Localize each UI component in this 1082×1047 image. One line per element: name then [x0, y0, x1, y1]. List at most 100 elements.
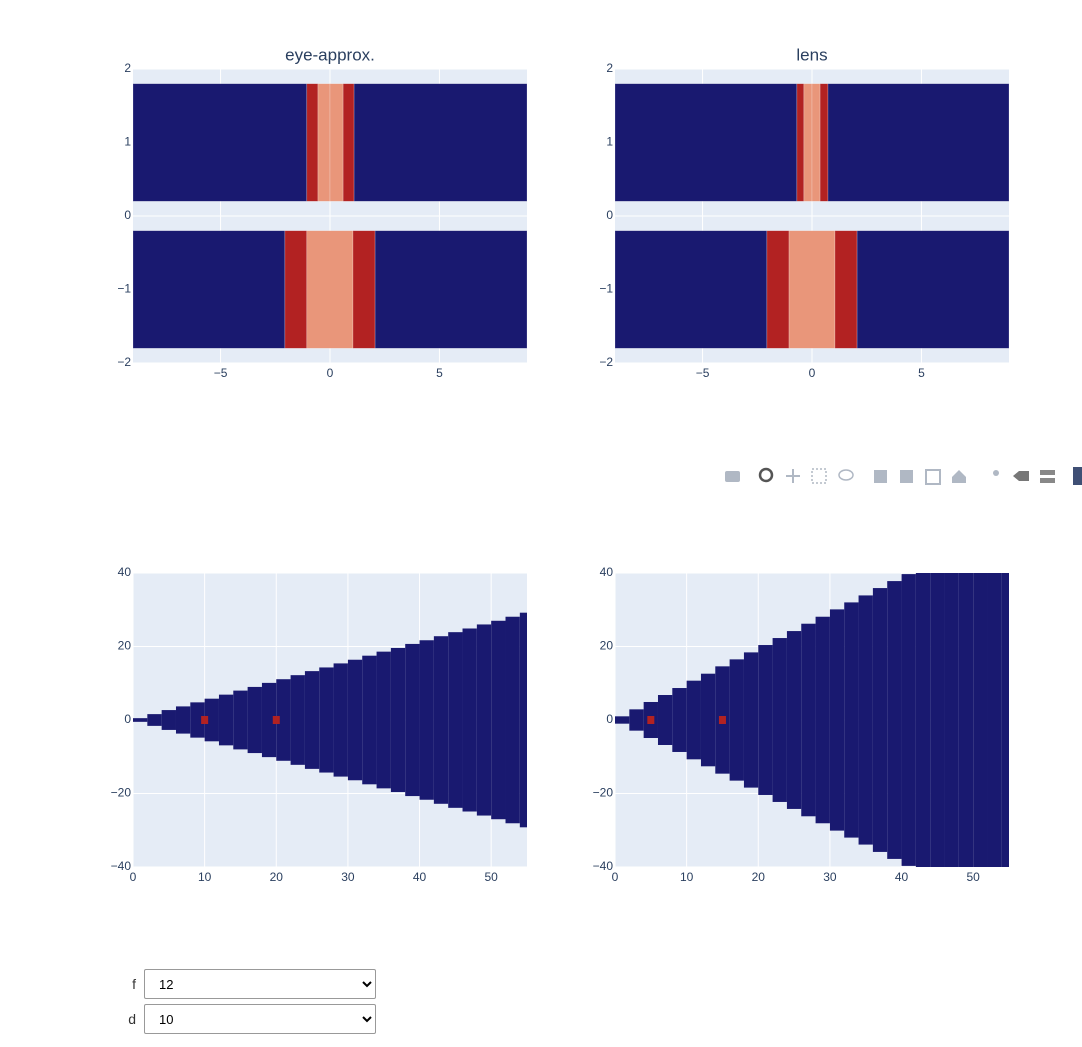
x-tick-label: 20	[752, 870, 766, 884]
lasso-button[interactable]	[838, 469, 854, 481]
column	[519, 612, 527, 828]
point	[718, 716, 726, 724]
column	[190, 702, 205, 738]
point	[647, 716, 655, 724]
column	[629, 709, 644, 731]
autoscale-button[interactable]	[925, 469, 941, 485]
x-tick-label: −5	[696, 366, 710, 380]
chart-title: lens	[796, 45, 827, 64]
column	[347, 659, 363, 781]
heatmap-cell	[615, 83, 798, 202]
heatmap-cell	[133, 230, 286, 349]
x-tick-label: 40	[895, 870, 909, 884]
column	[858, 595, 873, 845]
heatmap-cell	[827, 83, 1009, 202]
x-tick-label: 40	[413, 870, 427, 884]
y-tick-label: −20	[111, 786, 132, 800]
heatmap-cell	[811, 83, 821, 202]
column	[672, 688, 687, 752]
column	[247, 686, 262, 754]
y-tick-label: −2	[599, 355, 613, 369]
point	[201, 716, 209, 724]
y-tick-label: 40	[600, 565, 614, 579]
hover-compare-button[interactable]	[1040, 478, 1055, 483]
heatmap-cell	[306, 83, 319, 202]
column	[901, 574, 916, 866]
y-tick-label: −2	[117, 355, 131, 369]
heatmap-cell	[353, 83, 527, 202]
x-tick-label: 5	[918, 366, 925, 380]
column	[161, 710, 176, 730]
column	[448, 632, 463, 808]
hover-compare-button[interactable]	[1040, 470, 1055, 475]
x-tick-label: 30	[823, 870, 837, 884]
column	[433, 636, 449, 804]
x-tick-label: 0	[809, 366, 816, 380]
heatmap-cell	[803, 83, 813, 202]
x-tick-label: 50	[967, 870, 981, 884]
y-tick-label: −40	[111, 859, 132, 873]
y-tick-label: −1	[117, 282, 131, 296]
data-layer	[615, 573, 1009, 867]
column	[944, 573, 959, 867]
reset-button[interactable]	[952, 470, 966, 483]
column	[958, 573, 974, 867]
column	[362, 655, 377, 785]
column	[700, 673, 716, 767]
column	[462, 628, 477, 812]
zoom-button[interactable]	[758, 467, 774, 483]
column	[405, 643, 420, 797]
y-tick-label: 0	[606, 712, 613, 726]
column	[844, 602, 859, 838]
column	[133, 718, 148, 722]
heatmap-cell	[834, 230, 858, 349]
spike-button[interactable]	[993, 470, 999, 476]
x-tick-label: −5	[214, 366, 228, 380]
column	[376, 651, 391, 789]
box-select-button[interactable]	[811, 468, 827, 484]
heatmap-cell	[284, 230, 308, 349]
column	[758, 645, 773, 795]
zoom-in-button[interactable]	[874, 470, 887, 483]
heatmap-cell	[342, 83, 355, 202]
column	[915, 573, 931, 867]
column	[930, 573, 945, 867]
column	[815, 616, 830, 824]
x-tick-label: 30	[341, 870, 355, 884]
heatmap-cell	[306, 230, 354, 349]
column	[505, 616, 520, 824]
column	[175, 706, 191, 734]
column	[491, 620, 506, 820]
heatmap-cell	[856, 230, 1009, 349]
y-tick-label: 1	[606, 135, 613, 149]
x-tick-label: 5	[436, 366, 443, 380]
column	[729, 659, 744, 781]
dropdown[interactable]: 12	[144, 969, 376, 999]
y-tick-label: 2	[124, 61, 131, 75]
column	[657, 695, 673, 745]
column	[319, 667, 334, 773]
dropdown[interactable]: 10	[144, 1004, 376, 1034]
data-layer	[133, 612, 527, 828]
column	[304, 671, 320, 769]
plotly-logo[interactable]	[1073, 467, 1082, 485]
y-tick-label: −40	[593, 859, 614, 873]
control-label: d	[128, 1011, 136, 1027]
camera-button[interactable]	[725, 471, 740, 482]
column	[872, 588, 888, 852]
column	[772, 638, 787, 802]
y-tick-label: 40	[118, 565, 132, 579]
y-tick-label: 0	[124, 208, 131, 222]
point	[272, 716, 280, 724]
column	[743, 652, 759, 788]
column	[1001, 573, 1009, 867]
pan-button[interactable]	[786, 469, 800, 483]
column	[204, 698, 219, 742]
y-tick-label: −1	[599, 282, 613, 296]
subplot: −5 0 5 −2 −1 0 1 2 eye-approx.	[117, 45, 527, 380]
zoom-out-button[interactable]	[900, 470, 913, 483]
hover-closest-button[interactable]	[1013, 471, 1029, 481]
x-tick-label: 0	[327, 366, 334, 380]
column	[147, 714, 162, 726]
